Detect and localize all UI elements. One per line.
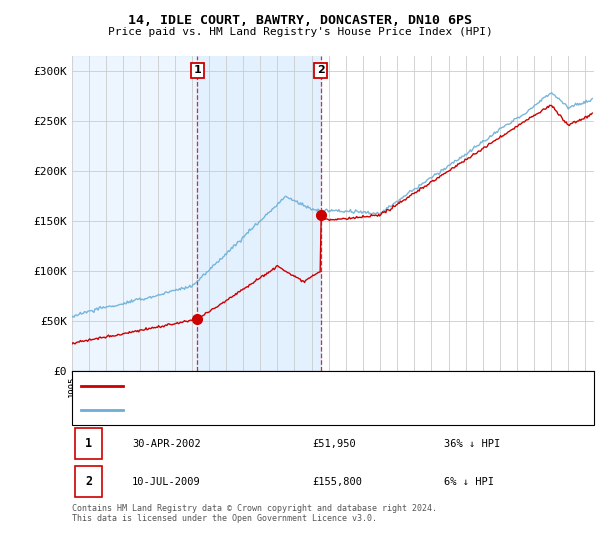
- Text: HPI: Average price, detached house, Doncaster: HPI: Average price, detached house, Donc…: [129, 406, 388, 415]
- Text: 6% ↓ HPI: 6% ↓ HPI: [444, 477, 494, 487]
- Bar: [72, 56, 197, 371]
- Text: 2: 2: [317, 66, 325, 76]
- Text: 30-APR-2002: 30-APR-2002: [132, 438, 201, 449]
- Text: 14, IDLE COURT, BAWTRY, DONCASTER, DN10 6PS: 14, IDLE COURT, BAWTRY, DONCASTER, DN10 …: [128, 14, 472, 27]
- Text: 1: 1: [194, 66, 202, 76]
- Text: Contains HM Land Registry data © Crown copyright and database right 2024.
This d: Contains HM Land Registry data © Crown c…: [72, 503, 437, 523]
- Text: 10-JUL-2009: 10-JUL-2009: [132, 477, 201, 487]
- Text: £155,800: £155,800: [312, 477, 362, 487]
- Text: 14, IDLE COURT, BAWTRY, DONCASTER, DN10 6PS (detached house): 14, IDLE COURT, BAWTRY, DONCASTER, DN10 …: [129, 381, 474, 390]
- Text: Price paid vs. HM Land Registry's House Price Index (HPI): Price paid vs. HM Land Registry's House …: [107, 27, 493, 37]
- Bar: [197, 56, 320, 371]
- Text: 2: 2: [85, 475, 92, 488]
- Text: £51,950: £51,950: [312, 438, 356, 449]
- Text: 36% ↓ HPI: 36% ↓ HPI: [444, 438, 500, 449]
- Text: 1: 1: [85, 437, 92, 450]
